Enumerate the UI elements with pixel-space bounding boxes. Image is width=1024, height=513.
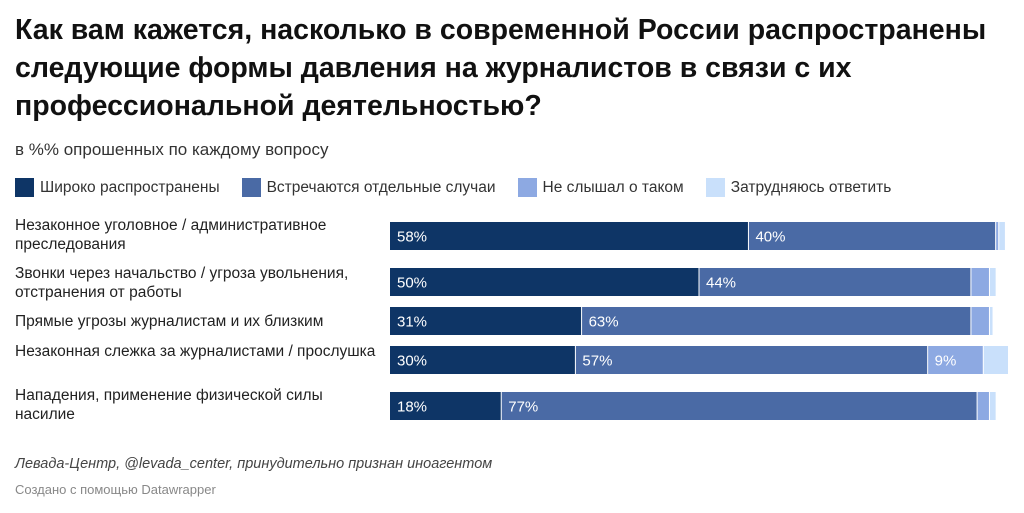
bar-separator <box>988 268 990 296</box>
bar-segment-not-heard <box>970 268 990 296</box>
bar-separator <box>982 346 984 374</box>
row-label-calls-to-boss: Звонки через начальство / угроза увольне… <box>15 265 349 301</box>
bar-value-label: 44% <box>706 275 736 292</box>
legend-label: Не слышал о таком <box>542 178 684 196</box>
bar-value-label: 9% <box>935 353 957 370</box>
legend-label: Встречаются отдельные случаи <box>266 178 496 196</box>
bar-separator <box>995 222 997 250</box>
bar-separator <box>747 222 749 250</box>
bar-segment-wide <box>390 307 582 335</box>
bar-segment-hard-to-say <box>983 346 1008 374</box>
bar-separator <box>970 268 972 296</box>
row-label-direct-threats: Прямые угрозы журналистам и их близким <box>15 313 324 330</box>
bar-separator <box>998 222 1000 250</box>
bar-value-label: 57% <box>582 353 612 370</box>
credit-note: Создано с помощью Datawrapper <box>15 482 216 497</box>
bar-value-label: 40% <box>755 229 785 246</box>
bar-value-label: 58% <box>397 229 427 246</box>
bar-separator <box>581 307 583 335</box>
bar-segment-some-cases <box>501 392 978 420</box>
legend-item-not-heard: Не слышал о таком <box>517 178 684 197</box>
bar-value-label: 31% <box>397 314 427 331</box>
legend: Широко распространены Встречаются отдель… <box>15 178 913 197</box>
legend-item-wide: Широко распространены <box>15 178 220 197</box>
bar-separator <box>988 392 990 420</box>
bar-segment-some-cases <box>581 307 971 335</box>
chart-title: Как вам кажется, насколько в современной… <box>15 14 987 122</box>
legend-swatch <box>705 178 725 197</box>
legend-swatch <box>15 178 34 197</box>
source-note: Левада-Центр, @levada_center, принудител… <box>15 456 493 472</box>
bar-segment-not-heard <box>977 392 990 420</box>
bar-segment-hard-to-say <box>989 307 993 335</box>
bar-segment-wide <box>390 346 576 374</box>
bar-value-label: 50% <box>397 275 427 292</box>
bar-separator <box>574 346 576 374</box>
bar-separator <box>698 268 700 296</box>
legend-item-hard-to-say: Затрудняюсь ответить <box>705 178 892 197</box>
bar-segment-not-heard <box>970 307 990 335</box>
legend-swatch <box>517 178 537 197</box>
bar-segment-wide <box>390 392 502 420</box>
bar-segment-wide <box>390 268 699 296</box>
bar-separator <box>988 307 990 335</box>
bar-segment-hard-to-say <box>989 268 996 296</box>
bar-segment-hard-to-say <box>998 222 1005 250</box>
bar-value-label: 30% <box>397 353 427 370</box>
row-label-assaults: Нападения, применение физической силы на… <box>15 387 323 423</box>
legend-swatch <box>241 178 261 197</box>
chart-subtitle: в %% опрошенных по каждому вопросу <box>15 140 329 159</box>
bar-value-label: 18% <box>397 399 427 416</box>
bar-separator <box>500 392 502 420</box>
bar-separator <box>927 346 929 374</box>
bar-separator <box>970 307 972 335</box>
bar-segment-some-cases <box>748 222 996 250</box>
bar-segment-some-cases <box>575 346 928 374</box>
bar-value-label: 77% <box>508 399 538 416</box>
bar-segment-hard-to-say <box>989 392 996 420</box>
bar-value-label: 63% <box>589 314 619 331</box>
bar-segment-some-cases <box>699 268 971 296</box>
bar-segment-wide <box>390 222 749 250</box>
bar-segment-not-heard <box>927 346 984 374</box>
legend-item-some-cases: Встречаются отдельные случаи <box>241 178 496 197</box>
legend-label: Затрудняюсь ответить <box>730 178 892 196</box>
bar-segment-not-heard <box>995 222 999 250</box>
legend-label: Широко распространены <box>40 178 220 196</box>
row-label-surveillance: Незаконная слежка за журналистами / прос… <box>15 343 376 360</box>
bar-separator <box>976 392 978 420</box>
row-label-prosecution: Незаконное уголовное / административное … <box>15 217 327 253</box>
